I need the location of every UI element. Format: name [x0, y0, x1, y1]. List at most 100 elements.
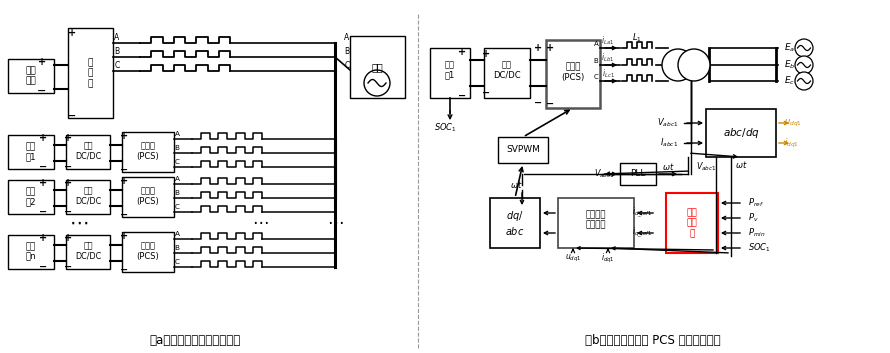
Text: $\omega t$: $\omega t$: [735, 160, 748, 170]
Text: +: +: [458, 47, 466, 57]
FancyBboxPatch shape: [666, 193, 718, 253]
Text: +: +: [64, 233, 72, 243]
Text: 双向
DC/DC: 双向 DC/DC: [75, 186, 101, 206]
Text: −: −: [120, 210, 128, 220]
Text: $V_{abc1}$: $V_{abc1}$: [696, 161, 716, 173]
Text: −: −: [482, 88, 490, 98]
Text: −: −: [68, 111, 76, 121]
Text: $\omega t$: $\omega t$: [510, 179, 522, 191]
Circle shape: [795, 72, 813, 90]
FancyBboxPatch shape: [498, 137, 548, 163]
Text: A: A: [174, 231, 180, 237]
Text: C: C: [174, 204, 180, 210]
Text: $i_{dq1}$: $i_{dq1}$: [601, 251, 615, 264]
Text: $i_{q\_ref1}$: $i_{q\_ref1}$: [632, 226, 652, 240]
Text: +: +: [38, 57, 46, 67]
Text: −: −: [120, 165, 128, 175]
Text: $I_{abc1}$: $I_{abc1}$: [659, 137, 678, 149]
Text: 双向
DC/DC: 双向 DC/DC: [493, 60, 521, 80]
FancyBboxPatch shape: [122, 232, 174, 272]
Text: 电池
簇1: 电池 簇1: [445, 60, 455, 80]
FancyBboxPatch shape: [620, 163, 656, 185]
Text: $i_{La1}$: $i_{La1}$: [602, 35, 615, 47]
Text: −: −: [39, 162, 47, 172]
Text: 电网: 电网: [371, 62, 383, 72]
Text: C: C: [594, 74, 598, 80]
Text: C: C: [344, 61, 350, 71]
FancyBboxPatch shape: [558, 198, 634, 248]
Circle shape: [364, 70, 390, 96]
Text: +: +: [64, 133, 72, 143]
Text: $P_v$: $P_v$: [748, 212, 758, 224]
Text: SVPWM: SVPWM: [506, 145, 540, 155]
Text: C: C: [174, 259, 180, 265]
FancyBboxPatch shape: [706, 109, 776, 157]
Text: $E_c$: $E_c$: [784, 75, 795, 87]
Text: −: −: [64, 162, 72, 172]
Circle shape: [662, 49, 694, 81]
Text: B: B: [174, 145, 180, 151]
Text: +: +: [120, 131, 128, 141]
Text: B: B: [174, 190, 180, 196]
Text: $i_{dq1}$: $i_{dq1}$: [784, 137, 799, 150]
Text: $u_{dq1}$: $u_{dq1}$: [784, 118, 802, 128]
Text: 光伏
系统: 光伏 系统: [26, 66, 36, 86]
Text: −: −: [534, 98, 542, 108]
Text: +: +: [39, 133, 47, 143]
Text: 双向
DC/DC: 双向 DC/DC: [75, 141, 101, 161]
Text: +: +: [64, 178, 72, 188]
Text: +: +: [534, 43, 542, 53]
Text: −: −: [120, 265, 128, 275]
Text: +: +: [546, 43, 554, 53]
FancyBboxPatch shape: [490, 198, 540, 248]
FancyBboxPatch shape: [122, 132, 174, 172]
Text: −: −: [37, 86, 46, 96]
Text: A: A: [174, 176, 180, 182]
FancyBboxPatch shape: [66, 135, 110, 169]
Text: A: A: [115, 34, 119, 42]
Text: $SOC_1$: $SOC_1$: [433, 122, 457, 134]
Text: $P_{min}$: $P_{min}$: [748, 227, 765, 239]
Text: 换流器
(PCS): 换流器 (PCS): [562, 62, 585, 82]
Text: 协调
控制
器: 协调 控制 器: [686, 208, 698, 238]
Text: $E_a$: $E_a$: [784, 42, 795, 54]
Text: B: B: [594, 58, 598, 64]
Text: $P_{ref}$: $P_{ref}$: [748, 197, 764, 209]
Text: ⋯: ⋯: [252, 214, 268, 232]
Text: （a）光储系统并网拓扑结构: （a）光储系统并网拓扑结构: [150, 335, 240, 347]
Circle shape: [795, 56, 813, 74]
Text: +: +: [39, 178, 47, 188]
FancyBboxPatch shape: [484, 48, 530, 98]
Text: −: −: [64, 207, 72, 217]
Text: 电压电流
双环控制: 电压电流 双环控制: [586, 210, 606, 230]
Text: +: +: [482, 49, 490, 59]
FancyBboxPatch shape: [8, 59, 54, 93]
Text: A: A: [344, 34, 350, 42]
Text: C: C: [115, 61, 119, 71]
FancyBboxPatch shape: [66, 235, 110, 269]
Circle shape: [795, 39, 813, 57]
Text: $u_{dq1}$: $u_{dq1}$: [565, 252, 581, 264]
Text: $SOC_1$: $SOC_1$: [748, 242, 771, 254]
FancyBboxPatch shape: [8, 235, 54, 269]
Text: 换流器
(PCS): 换流器 (PCS): [137, 241, 159, 261]
FancyBboxPatch shape: [66, 180, 110, 214]
Text: $abc/dq$: $abc/dq$: [723, 126, 759, 140]
Text: C: C: [174, 159, 180, 165]
Text: ⋯: ⋯: [327, 214, 344, 232]
Text: $L_1$: $L_1$: [632, 32, 642, 44]
Text: 电池
簇n: 电池 簇n: [26, 242, 36, 262]
Text: 换流器
(PCS): 换流器 (PCS): [137, 186, 159, 206]
Text: 电池
簇1: 电池 簇1: [26, 142, 36, 162]
Text: B: B: [344, 48, 350, 56]
FancyBboxPatch shape: [68, 28, 113, 118]
Text: A: A: [594, 41, 598, 47]
Circle shape: [678, 49, 710, 81]
Text: $E_b$: $E_b$: [784, 59, 796, 71]
FancyBboxPatch shape: [350, 36, 405, 98]
FancyBboxPatch shape: [8, 135, 54, 169]
Text: $V_{abc1}$: $V_{abc1}$: [657, 117, 678, 129]
Text: $i_{d\_ref1}$: $i_{d\_ref1}$: [632, 206, 652, 220]
FancyBboxPatch shape: [122, 177, 174, 217]
Text: $i_{Lc1}$: $i_{Lc1}$: [602, 68, 614, 80]
